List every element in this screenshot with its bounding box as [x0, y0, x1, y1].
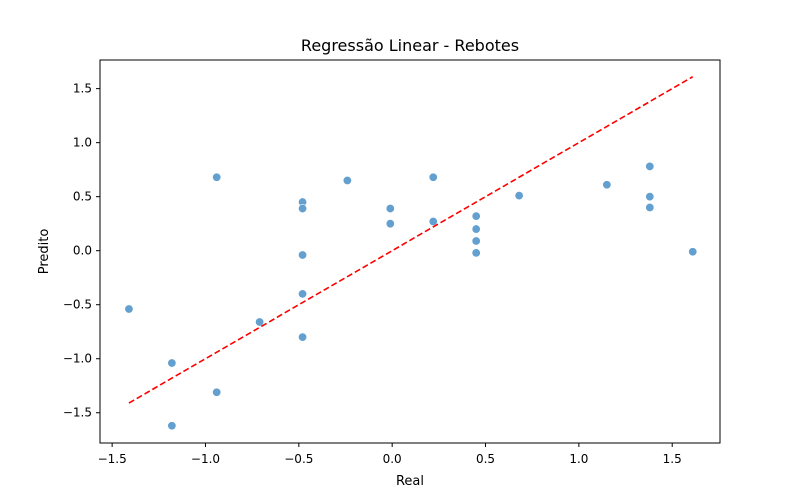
x-axis-label: Real: [396, 474, 424, 489]
y-tick-label: −1.5: [63, 406, 92, 420]
data-point: [124, 304, 134, 314]
data-point: [428, 172, 438, 182]
data-point: [471, 248, 481, 258]
data-point: [385, 204, 395, 214]
y-tick-label: 0.5: [73, 190, 92, 204]
y-tick-label: 1.5: [73, 82, 92, 96]
x-tick-label: 1.5: [663, 452, 682, 466]
y-axis-ticks: −1.5 −1.0 −0.5 0.0 0.5 1.0 1.5: [63, 82, 100, 420]
data-point: [514, 191, 524, 201]
data-point: [342, 175, 352, 185]
data-point: [471, 211, 481, 221]
data-point: [167, 421, 177, 431]
data-point: [645, 202, 655, 212]
data-point: [298, 332, 308, 342]
data-point: [645, 192, 655, 202]
plot-frame: [99, 59, 721, 444]
data-point: [471, 224, 481, 234]
data-point: [255, 317, 265, 327]
data-point: [602, 180, 612, 190]
y-tick-label: 1.0: [73, 136, 92, 150]
data-point: [471, 236, 481, 246]
x-tick-label: −1.5: [98, 452, 127, 466]
y-tick-label: −0.5: [63, 298, 92, 312]
data-point: [688, 247, 698, 257]
x-tick-label: 0.5: [476, 452, 495, 466]
reference-line-layer: [128, 76, 694, 404]
data-point: [212, 172, 222, 182]
reference-line: [128, 76, 694, 404]
data-point: [645, 161, 655, 171]
plot-area: [100, 60, 720, 443]
x-tick-label: −0.5: [284, 452, 313, 466]
chart-title: Regressão Linear - Rebotes: [301, 36, 519, 55]
x-tick-label: 0.0: [383, 452, 402, 466]
data-point: [298, 204, 308, 214]
data-point: [385, 219, 395, 229]
x-tick-label: 1.0: [569, 452, 588, 466]
data-point: [212, 387, 222, 397]
x-tick-label: −1.0: [191, 452, 220, 466]
y-tick-label: −1.0: [63, 352, 92, 366]
y-axis-label: Predito: [37, 229, 52, 275]
data-point: [428, 217, 438, 227]
data-points: [124, 161, 698, 431]
data-point: [298, 289, 308, 299]
data-point: [167, 358, 177, 368]
x-axis-ticks: −1.5 −1.0 −0.5 0.0 0.5 1.0 1.5: [98, 443, 682, 466]
y-tick-label: 0.0: [73, 244, 92, 258]
plot-background: [100, 60, 720, 443]
data-point: [298, 250, 308, 260]
